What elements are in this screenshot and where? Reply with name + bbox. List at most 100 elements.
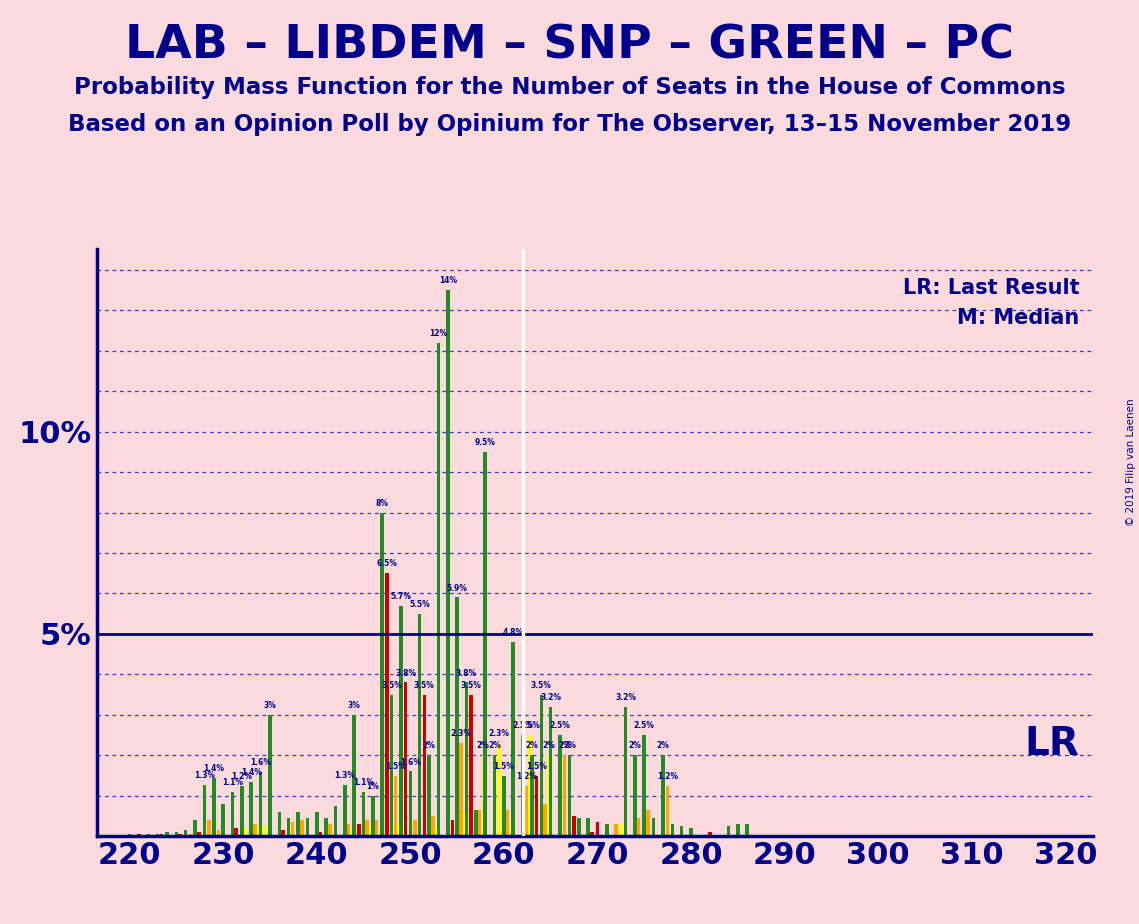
- Bar: [469, 695, 473, 836]
- Bar: [547, 755, 550, 836]
- Bar: [394, 775, 398, 836]
- Bar: [346, 824, 351, 836]
- Text: 1.1%: 1.1%: [353, 778, 374, 787]
- Bar: [404, 683, 408, 836]
- Bar: [409, 772, 412, 836]
- Bar: [203, 785, 206, 836]
- Bar: [465, 683, 468, 836]
- Bar: [362, 792, 366, 836]
- Bar: [399, 605, 403, 836]
- Text: 9.5%: 9.5%: [475, 438, 495, 447]
- Bar: [637, 818, 640, 836]
- Bar: [572, 816, 576, 836]
- Bar: [231, 792, 235, 836]
- Bar: [530, 755, 534, 836]
- Bar: [567, 755, 571, 836]
- Bar: [189, 834, 192, 836]
- Text: 1.6%: 1.6%: [400, 758, 420, 767]
- Bar: [385, 573, 388, 836]
- Bar: [375, 820, 378, 836]
- Bar: [689, 828, 693, 836]
- Text: 2%: 2%: [629, 741, 641, 750]
- Text: 2.5%: 2.5%: [550, 722, 571, 730]
- Bar: [633, 755, 637, 836]
- Bar: [528, 736, 532, 836]
- Text: 3.2%: 3.2%: [615, 693, 636, 702]
- Bar: [535, 775, 539, 836]
- Bar: [296, 812, 300, 836]
- Bar: [418, 614, 421, 836]
- Bar: [446, 290, 450, 836]
- Bar: [451, 820, 454, 836]
- Text: 2.5%: 2.5%: [513, 722, 533, 730]
- Bar: [493, 755, 497, 836]
- Bar: [708, 833, 712, 836]
- Bar: [165, 833, 169, 836]
- Bar: [305, 818, 309, 836]
- Bar: [174, 833, 178, 836]
- Bar: [680, 826, 683, 836]
- Bar: [351, 830, 354, 836]
- Bar: [646, 810, 649, 836]
- Bar: [371, 796, 375, 836]
- Bar: [253, 824, 256, 836]
- Text: 1.2%: 1.2%: [516, 772, 536, 781]
- Text: 5.7%: 5.7%: [391, 591, 411, 601]
- Text: 2%: 2%: [489, 741, 501, 750]
- Bar: [498, 743, 501, 836]
- Text: 3.5%: 3.5%: [531, 681, 551, 689]
- Bar: [587, 818, 590, 836]
- Text: 2%: 2%: [525, 741, 539, 750]
- Bar: [436, 343, 440, 836]
- Bar: [435, 826, 439, 836]
- Text: 1.3%: 1.3%: [194, 772, 215, 781]
- Bar: [474, 810, 477, 836]
- Bar: [477, 810, 482, 836]
- Bar: [259, 772, 262, 836]
- Bar: [671, 824, 674, 836]
- Bar: [390, 695, 393, 836]
- Text: 1.6%: 1.6%: [251, 759, 271, 768]
- Bar: [662, 755, 665, 836]
- Text: 2.5%: 2.5%: [633, 722, 655, 730]
- Bar: [423, 695, 426, 836]
- Bar: [194, 820, 197, 836]
- Bar: [521, 736, 524, 836]
- Text: 1.2%: 1.2%: [231, 772, 253, 781]
- Bar: [543, 804, 547, 836]
- Text: 2%: 2%: [423, 741, 435, 750]
- Bar: [207, 820, 211, 836]
- Text: LAB – LIBDEM – SNP – GREEN – PC: LAB – LIBDEM – SNP – GREEN – PC: [125, 23, 1014, 68]
- Text: 2%: 2%: [542, 741, 555, 750]
- Bar: [343, 785, 346, 836]
- Bar: [268, 715, 272, 836]
- Text: 8%: 8%: [376, 499, 388, 507]
- Text: 6.5%: 6.5%: [377, 559, 398, 568]
- Text: 1.5%: 1.5%: [385, 761, 405, 771]
- Bar: [216, 830, 220, 836]
- Bar: [427, 755, 431, 836]
- Bar: [212, 778, 215, 836]
- Text: 1%: 1%: [367, 782, 379, 791]
- Bar: [235, 828, 238, 836]
- Bar: [263, 826, 267, 836]
- Text: M: Median: M: Median: [957, 309, 1080, 328]
- Bar: [459, 743, 462, 836]
- Bar: [369, 826, 372, 836]
- Text: 2%: 2%: [558, 741, 571, 750]
- Bar: [596, 822, 599, 836]
- Bar: [482, 755, 485, 836]
- Bar: [179, 834, 182, 836]
- Bar: [378, 830, 383, 836]
- Text: 2.3%: 2.3%: [450, 729, 472, 738]
- Bar: [525, 785, 528, 836]
- Bar: [624, 707, 628, 836]
- Text: 2.5%: 2.5%: [519, 722, 541, 730]
- Bar: [558, 736, 562, 836]
- Bar: [462, 812, 466, 836]
- Bar: [366, 820, 369, 836]
- Text: 5.9%: 5.9%: [446, 584, 467, 592]
- Text: 2.3%: 2.3%: [489, 729, 510, 738]
- Bar: [328, 824, 331, 836]
- Bar: [590, 833, 593, 836]
